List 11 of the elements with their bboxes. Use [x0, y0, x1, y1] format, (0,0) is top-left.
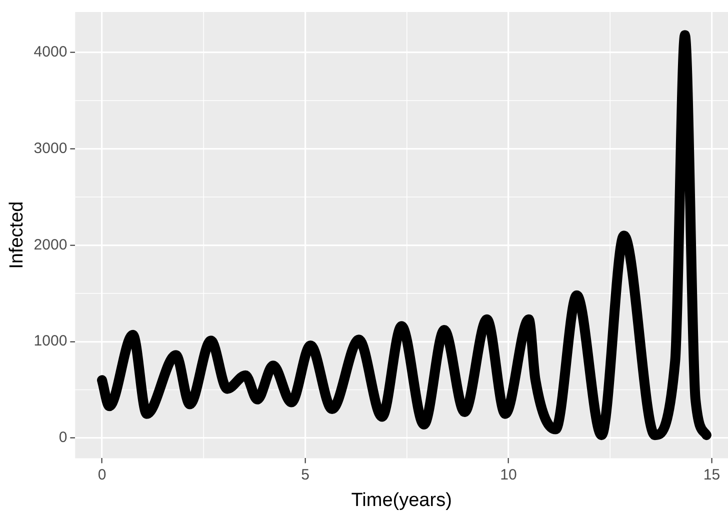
y-tick-label: 3000 [34, 140, 68, 157]
x-tick-label: 0 [98, 466, 106, 484]
y-tick-label: 0 [58, 429, 68, 446]
y-tick-label: 1000 [34, 332, 68, 350]
x-axis-title: Time(years) [351, 490, 452, 511]
x-tick-label: 10 [500, 466, 517, 484]
y-axis-title: Infected [6, 201, 28, 269]
y-tick-label: 2000 [34, 236, 68, 254]
y-tick-label: 4000 [34, 44, 68, 61]
x-tick-label: 15 [703, 466, 720, 484]
x-tick-label: 5 [301, 466, 310, 484]
